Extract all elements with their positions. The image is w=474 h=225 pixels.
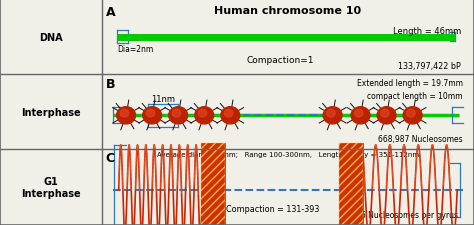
Ellipse shape <box>407 110 415 117</box>
Ellipse shape <box>195 107 214 124</box>
Text: Compaction=1: Compaction=1 <box>247 55 314 64</box>
Ellipse shape <box>403 107 422 124</box>
Text: Extended length = 19.7mm: Extended length = 19.7mm <box>357 79 463 87</box>
Bar <box>339 143 364 225</box>
Ellipse shape <box>351 107 370 124</box>
Ellipse shape <box>327 110 335 117</box>
Ellipse shape <box>172 110 181 117</box>
Text: Average diam=200nm;   Range 100-300nm,   Length  Slinky = 351-112nm: Average diam=200nm; Range 100-300nm, Len… <box>157 152 419 158</box>
Text: 66 Nucleosomes per gyrus: 66 Nucleosomes per gyrus <box>356 210 458 219</box>
Ellipse shape <box>381 110 389 117</box>
Ellipse shape <box>221 107 240 124</box>
Bar <box>201 143 225 225</box>
Ellipse shape <box>146 110 155 117</box>
Ellipse shape <box>224 110 233 117</box>
Text: Human chromosome 10: Human chromosome 10 <box>214 6 362 16</box>
Text: Dia=2nm: Dia=2nm <box>117 45 153 54</box>
Ellipse shape <box>355 110 363 117</box>
Text: Compaction = 131-393: Compaction = 131-393 <box>227 204 320 213</box>
Text: 668,987 Nucleosomes: 668,987 Nucleosomes <box>378 135 463 143</box>
Ellipse shape <box>120 110 128 117</box>
Ellipse shape <box>143 107 162 124</box>
Text: compact length = 10mm: compact length = 10mm <box>367 91 463 100</box>
Bar <box>339 143 364 225</box>
Ellipse shape <box>117 107 136 124</box>
Text: G1
Interphase: G1 Interphase <box>21 176 81 198</box>
Text: A: A <box>106 6 115 19</box>
Ellipse shape <box>377 107 396 124</box>
Text: Interphase: Interphase <box>21 107 81 117</box>
Ellipse shape <box>198 110 207 117</box>
Text: DNA: DNA <box>39 32 63 42</box>
Text: 11nm: 11nm <box>151 95 175 104</box>
Text: 133,797,422 bP: 133,797,422 bP <box>398 61 461 70</box>
Text: B: B <box>106 78 115 91</box>
Text: C: C <box>106 152 115 165</box>
Bar <box>201 143 225 225</box>
Ellipse shape <box>169 107 188 124</box>
Ellipse shape <box>323 107 342 124</box>
Text: Length = 46mm: Length = 46mm <box>393 27 461 36</box>
